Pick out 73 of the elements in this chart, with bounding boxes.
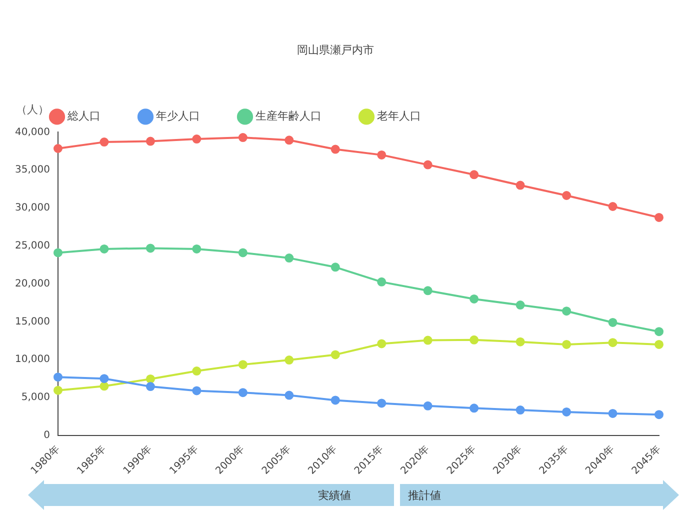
point: [192, 134, 202, 144]
point: [330, 350, 340, 360]
point: [53, 144, 62, 153]
point: [146, 374, 155, 384]
point: [516, 300, 525, 310]
point: [516, 337, 525, 346]
point: [608, 318, 618, 327]
point: [284, 356, 294, 365]
point: [146, 136, 155, 146]
point: [284, 136, 294, 145]
y-tick-label: 15,000: [14, 316, 50, 328]
point: [423, 336, 432, 345]
y-tick-label: 10,000: [14, 354, 50, 366]
text: 推計値: [408, 488, 441, 503]
point: [192, 386, 202, 396]
point: [470, 170, 479, 180]
point: [654, 212, 664, 222]
point: [146, 382, 155, 392]
point: [470, 404, 479, 413]
point: [100, 138, 109, 147]
point: [53, 386, 62, 395]
point: [562, 191, 572, 200]
point: [608, 202, 618, 211]
legend-label: 老年人口: [377, 110, 421, 123]
point: [377, 277, 386, 286]
legend-label: 生産年齢人口: [256, 110, 322, 123]
point: [654, 410, 664, 420]
point: [423, 401, 432, 410]
point: [284, 254, 294, 263]
point: [423, 160, 432, 170]
y-tick-label: 30,000: [14, 202, 50, 214]
y-tick-label: 25,000: [14, 240, 50, 252]
point: [330, 144, 340, 154]
point: [238, 248, 248, 258]
point: [146, 244, 155, 253]
text: 実績値: [318, 488, 351, 503]
point: [562, 306, 572, 316]
point: [284, 390, 294, 400]
point: [238, 360, 248, 370]
chart-title: 岡山県瀬戸内市: [297, 43, 374, 56]
point: [377, 398, 386, 408]
point: [53, 248, 62, 258]
point: [516, 180, 525, 190]
y-tick-label: 5,000: [21, 392, 50, 404]
point: [562, 340, 572, 349]
point: [377, 339, 386, 348]
point: [330, 262, 340, 272]
legend-label: 総人口: [66, 110, 100, 123]
point: [608, 408, 618, 418]
point: [516, 406, 525, 415]
point: [330, 396, 340, 405]
point: [562, 407, 572, 416]
y-tick-label: 40,000: [14, 126, 50, 138]
point: [238, 133, 248, 142]
point: [654, 340, 664, 349]
point: [470, 335, 479, 344]
point: [100, 382, 109, 391]
y-tick-label: 0: [44, 430, 50, 442]
point: [654, 327, 664, 336]
y-axis-title: （人）: [16, 103, 49, 116]
point: [100, 244, 109, 254]
point: [192, 244, 202, 254]
y-tick-label: 20,000: [14, 278, 50, 290]
point: [192, 366, 202, 376]
legend-label: 年少人口: [156, 110, 200, 123]
point: [53, 372, 62, 382]
point: [470, 294, 479, 304]
point: [423, 286, 432, 296]
point: [238, 388, 248, 398]
point: [100, 374, 109, 384]
point: [377, 150, 386, 160]
point: [608, 338, 618, 348]
y-tick-label: 35,000: [14, 164, 50, 176]
